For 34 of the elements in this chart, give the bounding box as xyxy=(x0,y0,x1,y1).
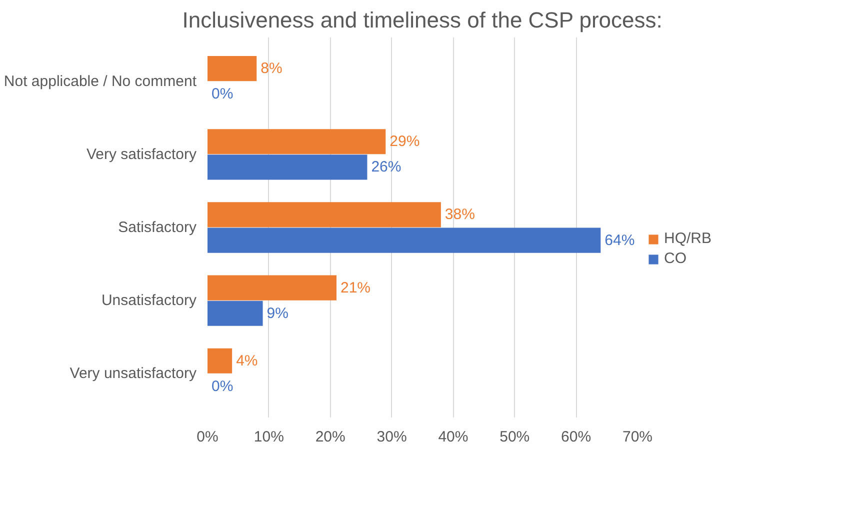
data-label: 21% xyxy=(340,279,371,296)
data-label: 0% xyxy=(212,86,234,103)
data-label: 9% xyxy=(266,304,288,322)
bar xyxy=(208,154,368,180)
y-tick-label: Unsatisfactory xyxy=(101,292,197,310)
chart-title: Inclusiveness and timeliness of the CSP process: xyxy=(182,8,662,32)
x-tick-label: 0% xyxy=(196,428,218,446)
y-tick-label: Very satisfactory xyxy=(86,146,197,163)
bar xyxy=(208,202,441,228)
bar xyxy=(208,348,232,374)
data-label: 38% xyxy=(444,206,475,224)
legend-label: CO xyxy=(664,250,686,267)
x-tick-label: 40% xyxy=(438,428,468,446)
data-label: 4% xyxy=(236,352,258,370)
bar xyxy=(208,300,263,326)
x-tick-label: 20% xyxy=(315,428,346,446)
legend-label: HQ/RB xyxy=(664,230,712,247)
data-label: 29% xyxy=(390,133,420,150)
data-label: 64% xyxy=(604,232,635,249)
y-tick-label: Very unsatisfactory xyxy=(70,365,197,382)
data-label: 0% xyxy=(212,378,234,395)
y-tick-label: Not applicable / No comment xyxy=(4,72,198,90)
data-label: 26% xyxy=(371,158,402,176)
x-tick-label: 30% xyxy=(376,428,407,446)
bar xyxy=(208,129,386,154)
x-tick-label: 60% xyxy=(561,428,592,446)
bar xyxy=(208,56,257,82)
x-tick-label: 10% xyxy=(254,428,284,446)
x-tick-label: 50% xyxy=(500,428,530,446)
bar xyxy=(208,275,336,300)
data-label: 8% xyxy=(260,60,282,78)
y-tick-label: Satisfactory xyxy=(118,219,197,236)
x-tick-label: 70% xyxy=(622,428,653,446)
bar xyxy=(208,228,601,253)
